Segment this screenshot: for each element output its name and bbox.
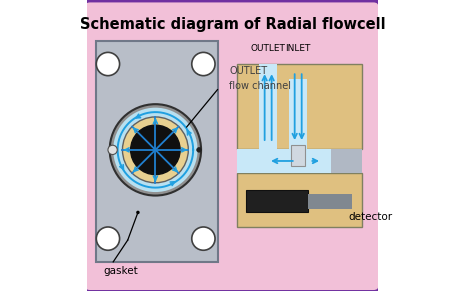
Text: OUTLET: OUTLET xyxy=(251,44,286,52)
Bar xyxy=(237,149,331,173)
Text: detector: detector xyxy=(349,212,393,222)
Circle shape xyxy=(192,227,215,250)
Circle shape xyxy=(113,108,198,192)
Text: INLET: INLET xyxy=(286,44,311,52)
Text: OUTLET: OUTLET xyxy=(229,66,267,76)
Bar xyxy=(291,145,305,166)
Text: flow channel: flow channel xyxy=(229,81,291,91)
Circle shape xyxy=(197,148,201,152)
Circle shape xyxy=(131,125,180,175)
Bar xyxy=(259,64,277,149)
Circle shape xyxy=(192,52,215,76)
Circle shape xyxy=(122,117,188,183)
Bar xyxy=(237,64,362,149)
Bar xyxy=(289,79,307,149)
FancyBboxPatch shape xyxy=(83,0,381,291)
Circle shape xyxy=(110,104,201,196)
Text: Schematic diagram of Radial flowcell: Schematic diagram of Radial flowcell xyxy=(80,17,385,32)
Bar xyxy=(308,194,352,209)
Circle shape xyxy=(136,211,140,214)
Text: gasket: gasket xyxy=(103,266,138,276)
Circle shape xyxy=(96,227,120,250)
Bar xyxy=(237,173,362,227)
Circle shape xyxy=(108,145,117,155)
Circle shape xyxy=(96,52,120,76)
Bar xyxy=(96,41,218,262)
Bar xyxy=(246,190,308,212)
Bar xyxy=(237,149,362,173)
